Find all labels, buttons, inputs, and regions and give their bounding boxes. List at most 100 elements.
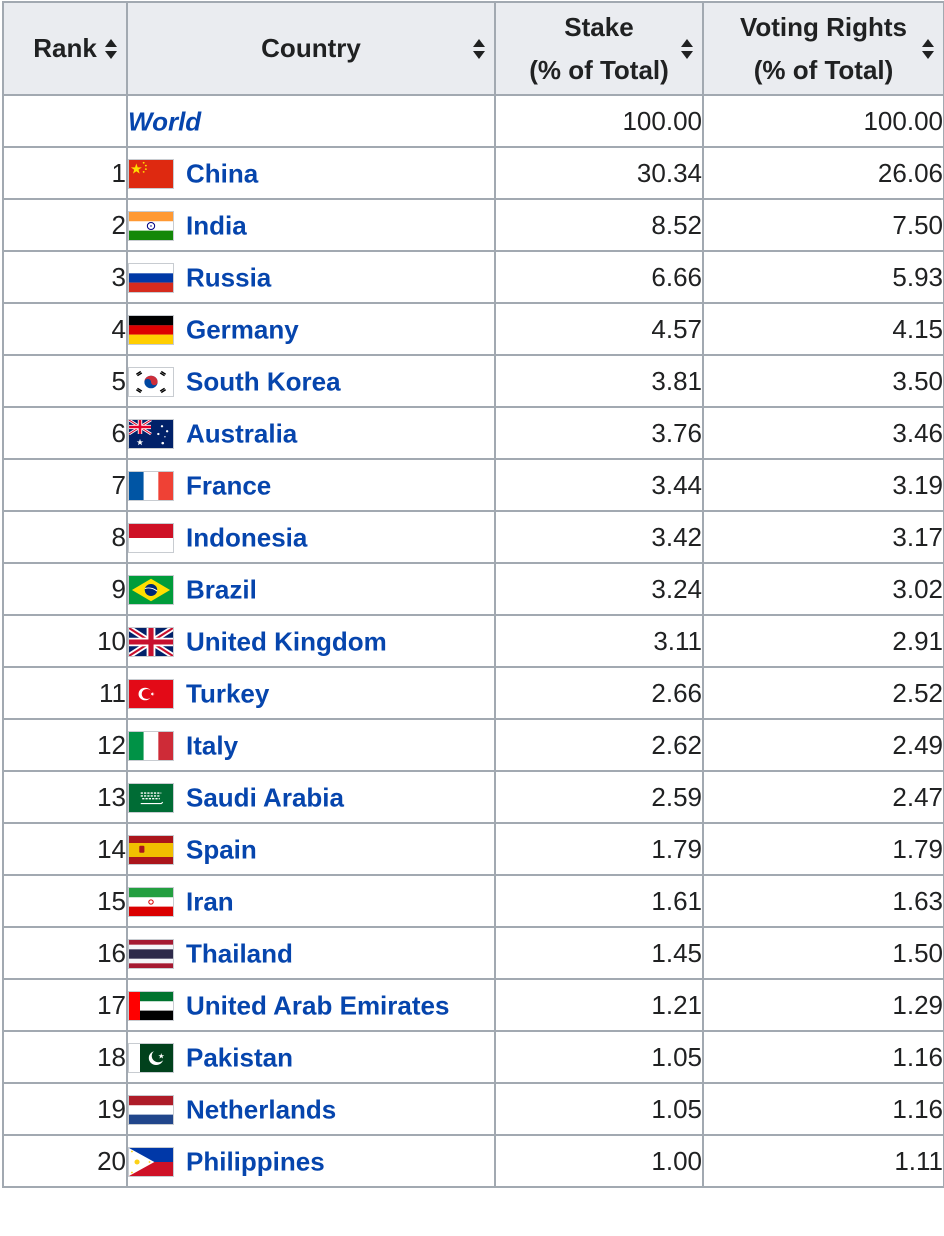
country-cell: Australia [126,406,496,460]
italy-flag-icon [128,730,174,761]
rank-cell: 8 [2,510,128,564]
stake-header-line2: (% of Total) [529,54,669,85]
thailand-flag-icon [128,938,174,969]
country-link[interactable]: Spain [186,834,257,865]
country-link[interactable]: Netherlands [186,1094,337,1125]
country-link[interactable]: Germany [186,314,299,345]
country-link[interactable]: Saudi Arabia [186,782,344,813]
voting-rights-cell: 1.79 [702,822,944,876]
table-row: 9 Brazil 3.24 3.02 [2,562,944,616]
country-column-header[interactable]: Country [126,1,496,96]
uae-flag-icon [128,990,174,1021]
table-row: 4 Germany 4.57 4.15 [2,302,944,356]
sort-both-icon[interactable] [104,38,118,60]
country-link[interactable]: Philippines [186,1146,325,1177]
table-row: 1 China 30.34 26.06 [2,146,944,200]
country-cell: South Korea [126,354,496,408]
country-link[interactable]: France [186,470,272,501]
country-link[interactable]: United Arab Emirates [186,990,450,1021]
stake-cell: 8.52 [494,198,704,252]
france-flag-icon [128,470,174,501]
germany-flag-icon [128,314,174,345]
philippines-flag-icon [128,1146,174,1177]
rank-header-label: Rank [33,33,97,63]
stake-cell: 1.21 [494,978,704,1032]
stake-cell: 3.76 [494,406,704,460]
rank-cell: 13 [2,770,128,824]
voting-rights-cell: 3.17 [702,510,944,564]
south-korea-flag-icon [128,366,174,397]
table-row: 15 Iran 1.61 1.63 [2,874,944,928]
stake-cell: 6.66 [494,250,704,304]
stake-header-line1: Stake [564,11,634,42]
table-row: 11 Turkey 2.66 2.52 [2,666,944,720]
sort-both-icon[interactable] [472,38,486,60]
table-row: 8 Indonesia 3.42 3.17 [2,510,944,564]
table-body: World 100.00 100.00 1 China 30.34 26.06 2 India 8… [2,94,944,1188]
country-link[interactable]: Thailand [186,938,293,969]
voting-header-line2: (% of Total) [753,54,894,85]
stake-column-header[interactable]: Stake (% of Total) [494,1,704,96]
country-link[interactable]: Brazil [186,574,257,605]
voting-rights-cell: 5.93 [702,250,944,304]
stake-cell: 1.00 [494,1134,704,1188]
stake-cell: 1.05 [494,1082,704,1136]
country-link[interactable]: World [128,106,202,137]
rank-cell: 5 [2,354,128,408]
stake-cell: 3.81 [494,354,704,408]
rank-cell: 2 [2,198,128,252]
country-link[interactable]: India [186,210,247,241]
netherlands-flag-icon [128,1094,174,1125]
table-row: 5 South Korea 3.81 3.50 [2,354,944,408]
country-link[interactable]: Pakistan [186,1042,293,1073]
stake-cell: 1.61 [494,874,704,928]
country-cell: Netherlands [126,1082,496,1136]
rank-cell: 18 [2,1030,128,1084]
table-row: 2 India 8.52 7.50 [2,198,944,252]
table-row: 19 Netherlands 1.05 1.16 [2,1082,944,1136]
rank-cell: 7 [2,458,128,512]
pakistan-flag-icon [128,1042,174,1073]
table-row: 14 Spain 1.79 1.79 [2,822,944,876]
australia-flag-icon [128,418,174,449]
country-cell: Indonesia [126,510,496,564]
country-link[interactable]: Russia [186,262,272,293]
rank-cell: 11 [2,666,128,720]
united-kingdom-flag-icon [128,626,174,657]
country-link[interactable]: Australia [186,418,298,449]
country-cell: Philippines [126,1134,496,1188]
table-row: 17 United Arab Emirates 1.21 1.29 [2,978,944,1032]
sort-both-icon[interactable] [680,38,694,60]
country-link[interactable]: South Korea [186,366,341,397]
country-link[interactable]: United Kingdom [186,626,387,657]
country-cell: Spain [126,822,496,876]
rank-cell: 10 [2,614,128,668]
country-link[interactable]: Iran [186,886,234,917]
indonesia-flag-icon [128,522,174,553]
country-link[interactable]: Indonesia [186,522,308,553]
rank-column-header[interactable]: Rank [2,1,128,96]
stake-cell: 1.05 [494,1030,704,1084]
stake-cell: 4.57 [494,302,704,356]
table-row: 3 Russia 6.66 5.93 [2,250,944,304]
rank-cell: 20 [2,1134,128,1188]
country-link[interactable]: China [186,158,259,189]
voting-rights-cell: 3.02 [702,562,944,616]
rank-cell: 16 [2,926,128,980]
rank-cell [2,94,128,148]
rank-cell: 17 [2,978,128,1032]
stake-cell: 2.59 [494,770,704,824]
country-cell: China [126,146,496,200]
country-cell: Saudi Arabia [126,770,496,824]
country-link[interactable]: Turkey [186,678,270,709]
voting-rights-cell: 2.47 [702,770,944,824]
voting-rights-column-header[interactable]: Voting Rights (% of Total) [702,1,944,96]
stake-cell: 1.79 [494,822,704,876]
voting-rights-cell: 1.50 [702,926,944,980]
voting-rights-cell: 3.50 [702,354,944,408]
sort-both-icon[interactable] [921,38,935,60]
china-flag-icon [128,158,174,189]
table-row: 18 Pakistan 1.05 1.16 [2,1030,944,1084]
stake-cell: 3.42 [494,510,704,564]
country-link[interactable]: Italy [186,730,239,761]
